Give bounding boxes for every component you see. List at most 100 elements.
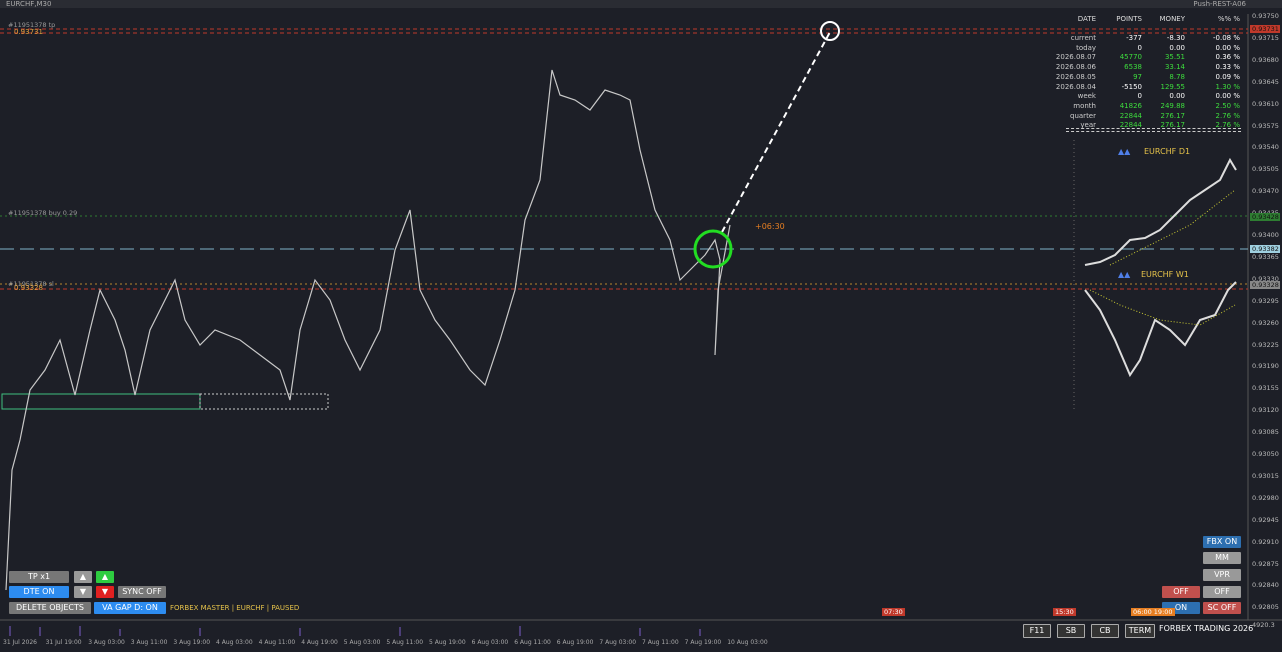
stats-cell: 2.76 % (1215, 111, 1240, 120)
session-mark: 06:00 19:00 (1131, 608, 1175, 616)
session-mark: 15:30 (1053, 608, 1076, 616)
time-tick-label: 4 Aug 03:00 (216, 639, 253, 646)
toggle-button[interactable]: MM (1203, 552, 1241, 564)
time-tick-label: 4 Aug 11:00 (258, 639, 296, 646)
stats-cell: 22844 (1119, 111, 1142, 120)
stats-rule (1066, 131, 1241, 132)
time-tick-label: 31 Jul 19:00 (45, 639, 82, 646)
down-button[interactable]: ▼ (74, 586, 92, 598)
price-tick-label: 0.92875 (1252, 559, 1279, 568)
price-tick-label: 0.93680 (1252, 55, 1279, 64)
target-marker (820, 21, 840, 41)
price-tick-label: 0.93610 (1252, 99, 1279, 108)
delete-button[interactable]: DELETE OBJECTS (9, 602, 91, 614)
stats-cell: 8.78 (1169, 72, 1185, 81)
footer-button[interactable]: TERM (1125, 624, 1155, 638)
symbol-title: EURCHF,M30 (6, 0, 52, 8)
mini-w1-series (1084, 281, 1237, 378)
time-tick-label: 5 Aug 03:00 (343, 639, 381, 646)
stats-cell: current (1070, 34, 1096, 42)
order-price: 0.93731 (14, 28, 43, 36)
stats-header: DATE (1077, 15, 1096, 23)
mini-d1-avg (1109, 189, 1236, 266)
price-tick-label: 0.93260 (1252, 318, 1279, 327)
volume-label: 4920.3 (1252, 621, 1275, 629)
price-tick-label: 0.93085 (1252, 428, 1279, 437)
footer-button[interactable]: SB (1057, 624, 1085, 638)
stats-cell: 0.09 % (1215, 72, 1240, 81)
price-tick-label: 0.93540 (1252, 143, 1279, 152)
toggle-button[interactable]: OFF (1162, 586, 1200, 598)
price-tick-label: 0.93645 (1252, 77, 1279, 86)
time-tick-label: 3 Aug 11:00 (130, 639, 168, 646)
stats-cell: 0.00 (1169, 92, 1185, 101)
mini-w1-avg (1089, 289, 1236, 326)
time-tick-label: 7 Aug 19:00 (684, 639, 722, 646)
time-tick-label: 31 Jul 2026 (3, 639, 37, 646)
stats-header: MONEY (1159, 15, 1185, 23)
stats-cell: 0.33 % (1215, 63, 1240, 72)
time-tick-label: 4 Aug 19:00 (301, 639, 338, 646)
stats-cell: 249.88 (1160, 101, 1186, 110)
price-marker: 0.93382 (1250, 245, 1280, 253)
zone-box (1, 393, 201, 410)
price-tick-label: 0.92840 (1252, 581, 1279, 590)
footer-button[interactable]: CB (1091, 624, 1119, 638)
price-tick-label: 0.93120 (1252, 406, 1279, 415)
up-button[interactable]: ▲ (96, 571, 114, 583)
stats-cell: 0.36 % (1215, 53, 1240, 62)
price-tick-label: 0.92805 (1252, 603, 1279, 612)
price-tick-label: 0.92910 (1252, 537, 1279, 546)
stats-cell: 33.14 (1164, 63, 1185, 72)
toggle-button[interactable]: FBX ON (1203, 536, 1241, 548)
stats-cell: 45770 (1119, 53, 1142, 62)
stats-cell: 0.00 % (1215, 92, 1240, 101)
footer-button[interactable]: F11 (1023, 624, 1051, 638)
time-tick-label: 3 Aug 03:00 (88, 639, 125, 646)
stats-header: %% % (1217, 15, 1240, 23)
stats-cell: quarter (1070, 111, 1096, 120)
vagap-button[interactable]: VA GAP D: ON (94, 602, 166, 614)
price-tick-label: 0.93715 (1252, 33, 1279, 42)
stats-cell: year (1080, 121, 1096, 130)
mini-arrows: ▲▲ (1118, 270, 1131, 279)
stats-cell: today (1076, 43, 1096, 52)
price-tick-label: 0.93365 (1252, 252, 1279, 261)
session-mark: 07:30 (882, 608, 905, 616)
server-label: Push-REST-A06 (1193, 0, 1246, 8)
stats-cell: 276.17 (1160, 121, 1186, 130)
price-tick-label: 0.93155 (1252, 384, 1279, 393)
time-tick-label: 5 Aug 19:00 (429, 639, 466, 646)
stats-rule (1066, 128, 1241, 129)
stats-cell: 41826 (1119, 101, 1142, 110)
stats-cell: 2026.08.04 (1055, 82, 1096, 91)
toggle-button[interactable]: OFF (1203, 586, 1241, 598)
stats-header: POINTS (1116, 15, 1142, 23)
stats-cell: -0.08 % (1213, 34, 1240, 42)
time-tick-label: 3 Aug 19:00 (173, 639, 211, 646)
status-text: FORBEX MASTER | EURCHF | PAUSED (170, 604, 300, 612)
stats-cell: month (1073, 101, 1096, 110)
stats-cell: week (1077, 92, 1096, 101)
price-marker: 0.93428 (1250, 213, 1280, 221)
tp-button[interactable]: TP x1 (9, 571, 69, 583)
dte-button[interactable]: DTE ON (9, 586, 69, 598)
stats-cell: -5150 (1121, 82, 1142, 91)
order-price: 0.93328 (14, 284, 43, 292)
mini-title: EURCHF D1 (1144, 147, 1191, 156)
up-button[interactable]: ▲ (74, 571, 92, 583)
stats-cell: 276.17 (1160, 111, 1186, 120)
stats-cell: 0 (1137, 92, 1142, 101)
stats-cell: -377 (1126, 34, 1142, 42)
countdown: +06:30 (755, 222, 785, 231)
down-button[interactable]: ▼ (96, 586, 114, 598)
price-tick-label: 0.93225 (1252, 340, 1279, 349)
time-tick-label: 7 Aug 03:00 (599, 639, 637, 646)
toggle-button[interactable]: SC OFF (1203, 602, 1241, 614)
order-label: #11951378 sl (8, 280, 54, 288)
mini-arrows: ▲▲ (1118, 147, 1131, 156)
toggle-button[interactable]: VPR (1203, 569, 1241, 581)
sync-button[interactable]: SYNC OFF (118, 586, 166, 598)
stats-cell: -8.30 (1166, 34, 1185, 42)
